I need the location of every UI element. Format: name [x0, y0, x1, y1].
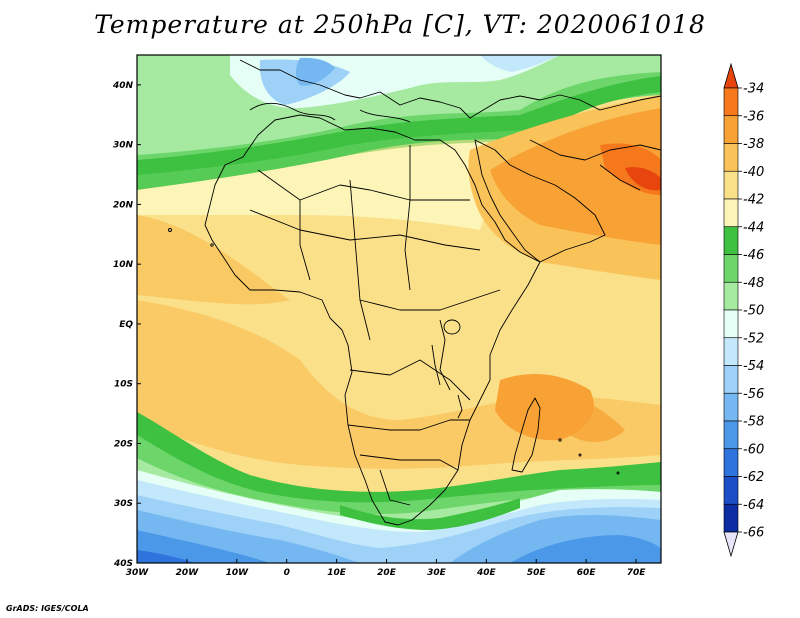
y-tick-label: 10S — [114, 380, 133, 390]
colorbar-swatch — [723, 392, 739, 422]
y-tick-label: 40N — [112, 81, 134, 91]
colorbar-swatch — [723, 87, 739, 117]
colorbar-swatch — [723, 254, 739, 283]
colorbar-level-label: -56 — [743, 387, 764, 402]
x-tick-label: 0 — [284, 568, 290, 578]
colorbar-level-label: -60 — [743, 442, 764, 457]
y-tick-label: EQ — [119, 320, 133, 330]
colorbar-swatch — [723, 337, 739, 366]
y-tick-label: 20N — [113, 200, 134, 210]
x-tick-label: 20W — [176, 568, 200, 578]
colorbar-swatch — [723, 503, 739, 533]
colorbar-level-label: -42 — [743, 193, 764, 208]
colorbar-swatch — [723, 170, 739, 200]
x-tick-label: 10W — [226, 568, 250, 578]
map-frame — [136, 54, 662, 564]
x-tick-label: 20E — [377, 568, 397, 578]
coastlines — [168, 59, 661, 526]
colorbar-level-label: -66 — [743, 526, 764, 541]
y-axis-ticks: 40N 30N 20N 10N EQ 10S 20S 30S 40S — [112, 81, 141, 569]
colorbar-swatch — [723, 226, 739, 255]
colorbar-level-label: -52 — [743, 331, 764, 346]
x-tick-label: 10E — [327, 568, 347, 578]
colorbar-level-label: -64 — [743, 498, 764, 513]
colorbar-level-label: -34 — [743, 82, 764, 97]
colorbar-level-label: -40 — [743, 165, 764, 180]
y-tick-label: 40S — [113, 559, 133, 569]
colorbar-level-label: -58 — [743, 415, 764, 430]
colorbar-level-label: -46 — [743, 248, 764, 263]
colorbar-level-label: -48 — [743, 276, 764, 291]
colorbar-level-label: -44 — [743, 220, 764, 235]
colorbar-swatch — [723, 198, 739, 228]
y-tick-label: 30S — [114, 499, 133, 509]
x-tick-label: 50E — [527, 568, 547, 578]
colorbar: -34 -36 -38 -40 -42 -44 -46 -48 -50 -52 -54 -56 -58 -… — [723, 62, 764, 558]
colorbar-level-label: -38 — [743, 137, 764, 152]
x-tick-label: 30W — [126, 568, 150, 578]
colorbar-swatch — [723, 143, 739, 172]
temperature-field — [137, 55, 661, 563]
x-axis-ticks: 30W 20W 10W 0 10E 20E 30E 40E 50E 60E 70E — [126, 559, 646, 578]
credit-label: GrADS: IGES/COLA — [6, 604, 89, 613]
colorbar-swatch — [723, 365, 739, 394]
colorbar-swatch — [723, 115, 739, 144]
x-tick-label: 70E — [627, 568, 647, 578]
x-tick-label: 30E — [427, 568, 447, 578]
colorbar-swatch — [723, 309, 739, 339]
x-tick-label: 60E — [577, 568, 597, 578]
y-tick-label: 10N — [113, 260, 134, 270]
x-tick-label: 40E — [476, 568, 497, 578]
colorbar-level-label: -36 — [743, 109, 764, 124]
colorbar-level-label: -62 — [743, 470, 764, 485]
colorbar-level-label: -54 — [743, 359, 764, 374]
chart-title: Temperature at 250hPa [C], VT: 202006101… — [94, 10, 706, 39]
colorbar-swatch — [723, 281, 739, 311]
colorbar-swatch — [723, 476, 739, 505]
y-tick-label: 30N — [113, 141, 134, 151]
colorbar-level-label: -50 — [743, 304, 764, 319]
colorbar-top-triangle — [723, 62, 739, 89]
colorbar-swatch — [723, 420, 739, 450]
colorbar-bottom-triangle — [723, 531, 739, 558]
y-tick-label: 20S — [114, 439, 133, 449]
colorbar-swatch — [723, 448, 739, 477]
